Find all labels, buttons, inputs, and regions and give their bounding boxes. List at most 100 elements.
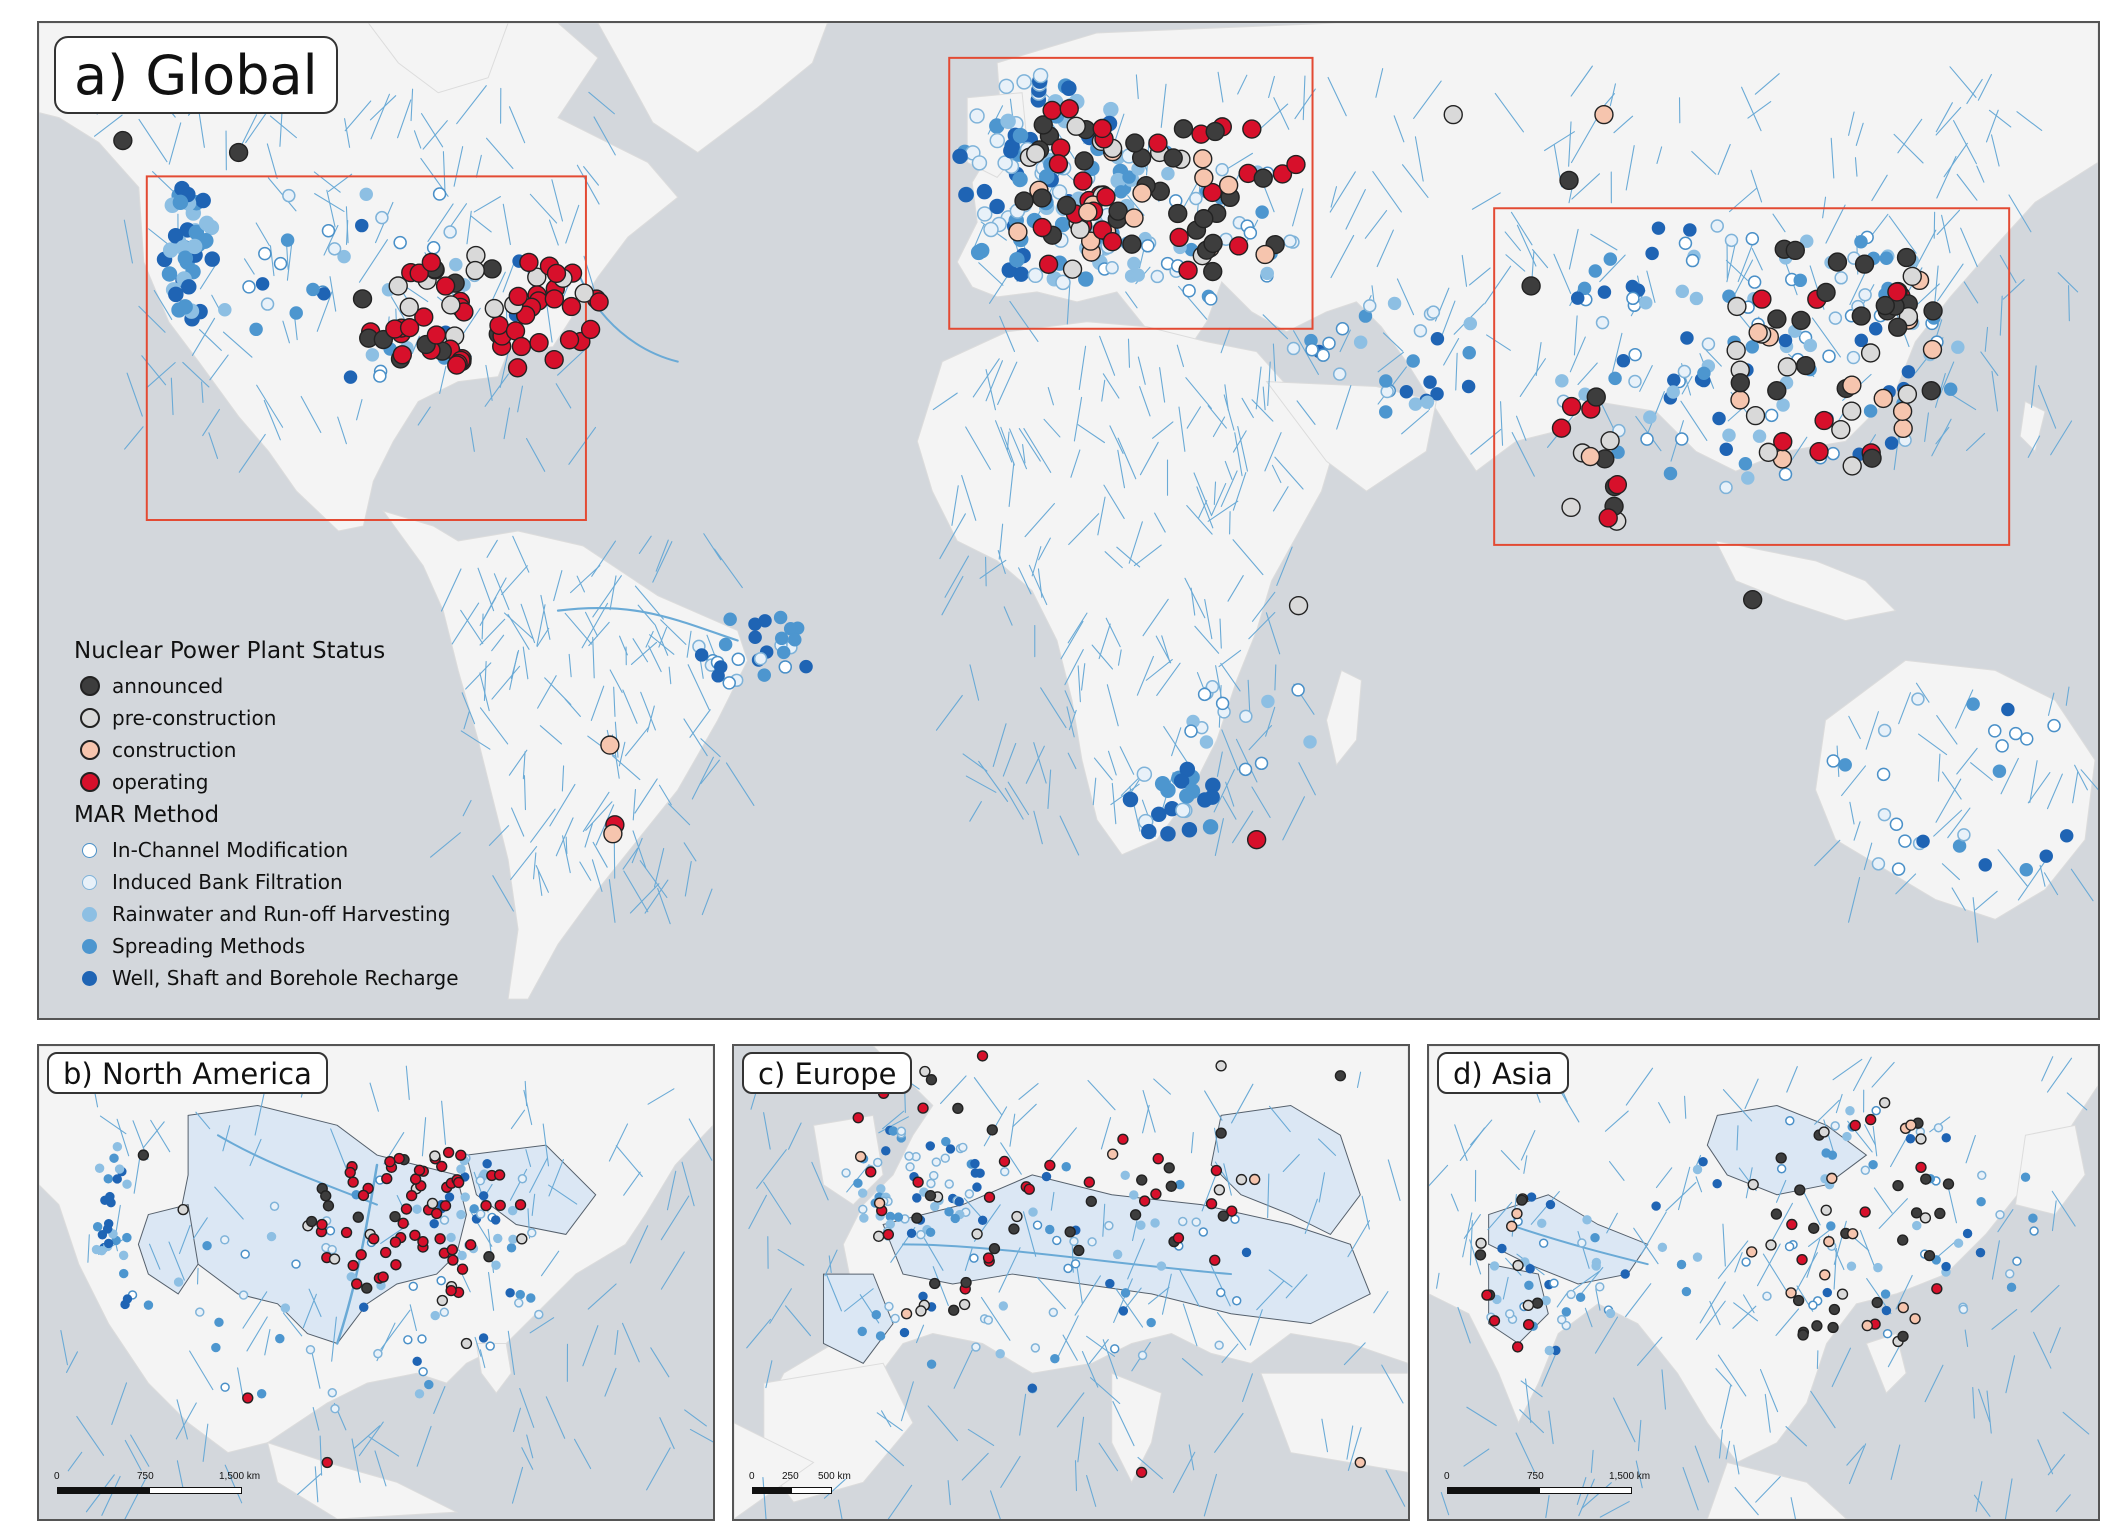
river — [549, 783, 576, 827]
river — [508, 106, 526, 144]
nuclear-plant-marker — [983, 1191, 996, 1203]
nuclear-plant-marker — [580, 319, 601, 340]
mar-site-marker — [776, 645, 791, 660]
river — [439, 365, 447, 394]
river — [1871, 1061, 1895, 1088]
river — [1665, 1181, 1697, 1212]
nuclear-plant-marker — [1334, 1070, 1347, 1082]
nuclear-plant-marker — [389, 1210, 401, 1223]
mar-site-marker — [161, 266, 178, 282]
river — [555, 383, 572, 409]
river — [1519, 1409, 1544, 1434]
mar-site-marker — [1038, 169, 1055, 185]
river — [1268, 1105, 1291, 1133]
mar-site-marker — [896, 1126, 907, 1136]
river — [508, 749, 528, 776]
river — [932, 392, 958, 411]
river — [269, 245, 275, 277]
river — [130, 1434, 150, 1467]
river — [1924, 1364, 1944, 1403]
nuclear-plant-marker — [1607, 474, 1628, 495]
nuclear-plant-marker — [399, 297, 419, 317]
nuclear-plant-marker — [603, 824, 623, 844]
river — [2070, 868, 2094, 902]
mar-site-marker — [858, 1204, 868, 1215]
river — [1127, 1238, 1145, 1280]
river — [526, 437, 546, 472]
river — [1330, 234, 1355, 279]
river — [1455, 352, 1458, 391]
nuclear-plant-marker — [1892, 401, 1913, 422]
mar-site-marker — [1178, 1216, 1188, 1227]
mar-site-marker — [1525, 1264, 1535, 1274]
river — [1217, 71, 1224, 103]
nuclear-plant-marker — [960, 1276, 972, 1289]
ganges-river — [1507, 1223, 1649, 1266]
river — [1637, 1336, 1663, 1366]
pre-construction-marker-icon — [80, 708, 100, 728]
nuclear-plant-marker — [439, 1200, 452, 1212]
river — [1231, 1083, 1254, 1124]
nuclear-plant-marker — [1064, 1226, 1076, 1238]
river — [1917, 733, 1948, 756]
mar-site-marker — [1231, 1296, 1242, 1306]
mar-site-marker — [1582, 1215, 1592, 1225]
river — [1595, 1288, 1601, 1311]
nuclear-plant-marker — [589, 292, 609, 312]
river — [442, 151, 446, 190]
nuclear-plant-marker — [1235, 1173, 1248, 1186]
river — [1064, 690, 1075, 714]
nuclear-plant-marker — [421, 252, 442, 273]
rhone-basin — [822, 1273, 894, 1364]
river — [1000, 1455, 1021, 1488]
river — [314, 1466, 319, 1503]
nuclear-plant-marker — [873, 1197, 886, 1209]
river — [1553, 253, 1572, 294]
nuclear-plant-marker — [393, 1152, 405, 1165]
nuclear-plant-marker — [177, 1203, 189, 1216]
river — [1571, 173, 1601, 200]
river — [535, 865, 549, 893]
river — [1986, 1390, 1992, 1434]
river — [525, 1149, 532, 1168]
mar-site-marker — [1028, 1207, 1038, 1217]
nuclear-plant-marker — [1796, 355, 1816, 376]
well-marker-icon — [82, 970, 97, 986]
nuclear-plant-marker — [1051, 138, 1071, 158]
mar-site-marker — [373, 1348, 383, 1359]
mar-site-marker — [969, 1253, 979, 1263]
river — [1682, 1466, 1699, 1511]
river — [397, 99, 412, 139]
mar-site-marker — [1966, 697, 1980, 711]
nuclear-plant-marker — [1887, 282, 1907, 302]
nuclear-plant-marker — [1048, 154, 1069, 174]
mar-site-marker — [1557, 1314, 1567, 1325]
river — [652, 541, 673, 583]
river — [479, 672, 490, 712]
nuclear-plant-marker — [1516, 1194, 1528, 1206]
nuclear-plant-marker — [1775, 1152, 1787, 1164]
river — [417, 406, 431, 426]
mar-site-marker — [1538, 1238, 1549, 1248]
mar-site-marker — [1845, 1106, 1855, 1116]
river — [1135, 74, 1139, 100]
nuclear-plant-marker — [1559, 170, 1579, 191]
mar-site-marker — [1202, 819, 1219, 835]
river — [522, 751, 526, 780]
river — [501, 565, 528, 596]
mar-site-marker — [1889, 817, 1904, 831]
river — [1936, 715, 1958, 745]
mar-site-marker — [482, 1159, 492, 1169]
river — [1364, 209, 1388, 239]
mar-site-marker — [1063, 1263, 1073, 1274]
mar-site-marker — [1978, 858, 1992, 872]
river — [940, 1075, 967, 1105]
river — [784, 1305, 811, 1337]
mar-site-marker — [1701, 337, 1716, 351]
river — [351, 1438, 361, 1483]
mar-site-marker — [964, 1189, 975, 1199]
river — [456, 85, 487, 125]
mar-site-marker — [1943, 382, 1958, 396]
mar-site-marker — [1577, 1238, 1587, 1248]
nuclear-plant-marker — [958, 1298, 971, 1311]
